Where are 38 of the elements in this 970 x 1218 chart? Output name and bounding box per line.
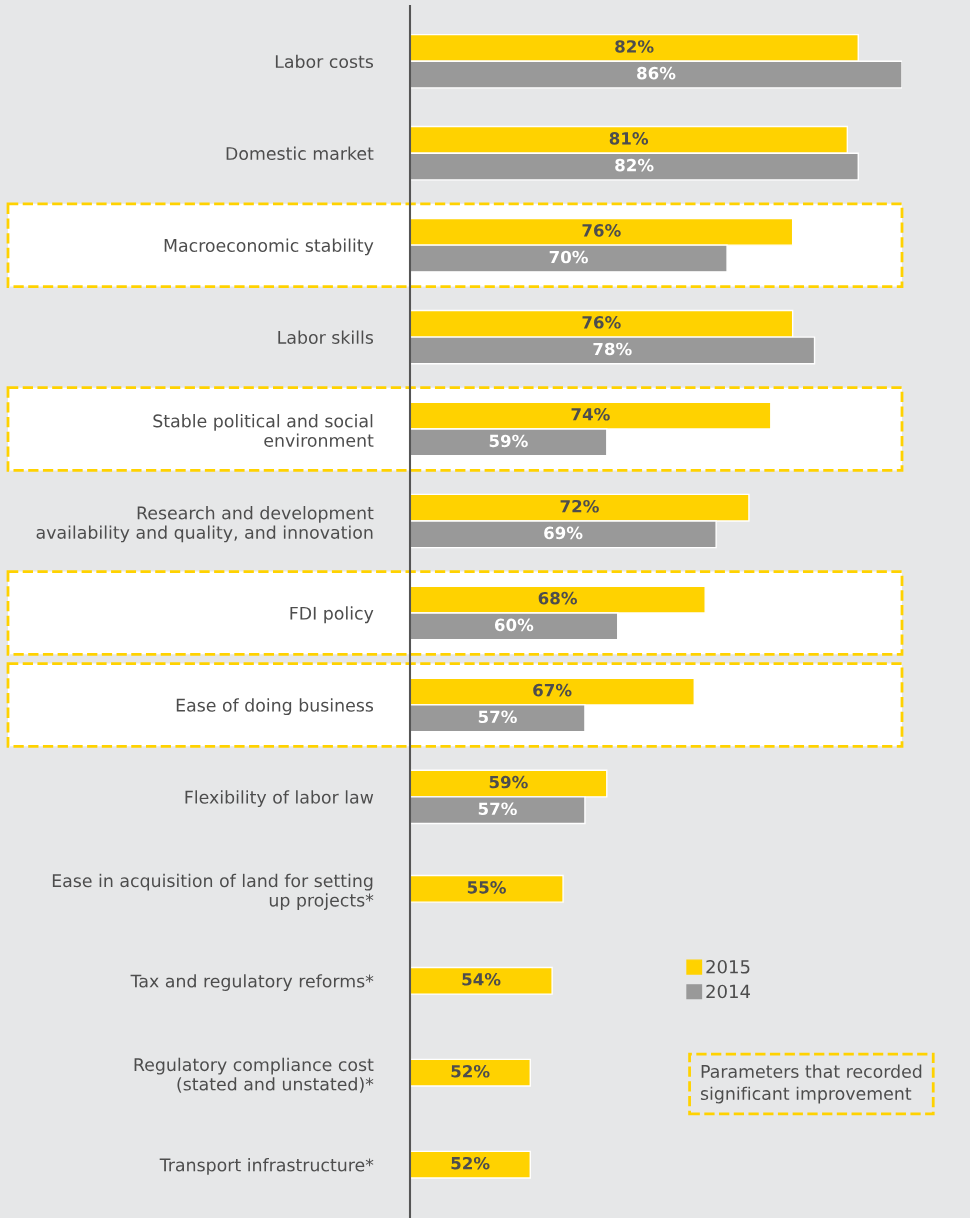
data-label: 68%: [538, 591, 578, 605]
data-label: 86%: [637, 66, 676, 80]
y-tick-label: Ease of doing business: [176, 698, 374, 716]
y-tick-label: Regulatory compliance cost (stated and unstated)*: [134, 1057, 374, 1093]
data-label: 82%: [615, 40, 654, 53]
annotation: Parameters that recorded significant improvement: [700, 1064, 922, 1104]
legend-label: 2014: [706, 984, 750, 999]
data-label: 59%: [489, 434, 528, 448]
y-tick-label: Flexibility of labor law: [185, 790, 374, 808]
y-tick-label: Tax and regulatory reforms*: [130, 974, 374, 991]
y-tick-label: Stable political and social environment: [153, 414, 374, 447]
y-tick-label: Domestic market: [226, 146, 374, 161]
data-label: 52%: [451, 1156, 490, 1170]
data-label: 52%: [451, 1064, 490, 1078]
data-label: 55%: [467, 881, 506, 894]
y-tick-label: Transport infrastructure*: [159, 1158, 374, 1175]
y-tick-label: Labor skills: [278, 330, 374, 344]
y-tick-label: Research and development availability and quality, and innovation: [36, 506, 374, 543]
y-tick-label: Macroeconomic stability: [164, 238, 374, 256]
data-label: 81%: [609, 132, 649, 145]
data-label: 74%: [571, 407, 610, 421]
data-label: 72%: [560, 499, 599, 513]
data-label: 76%: [582, 224, 621, 237]
y-tick-label: Ease in acquisition of land for setting up projects*: [52, 873, 374, 911]
legend-label: 2015: [706, 959, 750, 974]
data-label: 60%: [494, 618, 534, 632]
data-label: 57%: [478, 802, 517, 816]
data-label: 82%: [615, 158, 654, 172]
data-label: 76%: [582, 316, 621, 329]
data-label: 59%: [489, 775, 528, 789]
data-label: 57%: [478, 710, 517, 724]
data-label: 78%: [593, 342, 632, 356]
y-tick-label: FDI policy: [290, 606, 374, 624]
data-label: 54%: [462, 973, 501, 986]
y-tick-label: Labor costs: [275, 54, 374, 69]
data-label: 67%: [533, 683, 572, 697]
data-label: 69%: [544, 526, 583, 540]
data-label: 70%: [549, 250, 588, 264]
